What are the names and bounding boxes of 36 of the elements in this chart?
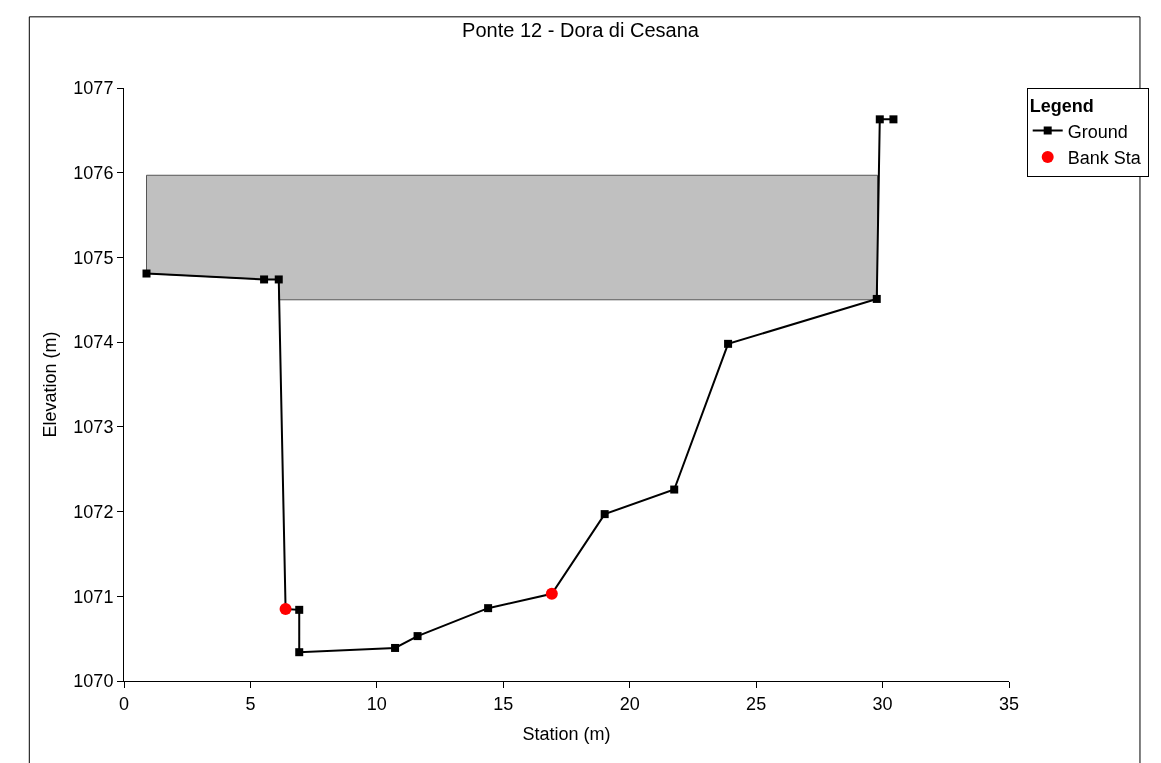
x-tick-label: 20 xyxy=(619,693,640,714)
chart-title: Ponte 12 - Dora di Cesana xyxy=(462,18,700,41)
point xyxy=(260,275,269,284)
x-tick-label: 25 xyxy=(746,693,767,714)
point xyxy=(600,510,609,519)
point xyxy=(670,485,679,494)
x-axis-title: Station (m) xyxy=(522,723,611,744)
y-tick-label: 1077 xyxy=(73,78,114,99)
legend-title: Legend xyxy=(1029,96,1094,117)
y-tick-label: 1070 xyxy=(73,671,114,692)
y-tick-label: 1074 xyxy=(73,332,114,353)
y-tick-label: 1073 xyxy=(73,417,114,438)
point xyxy=(724,339,733,348)
x-tick-label: 35 xyxy=(998,693,1020,714)
point xyxy=(875,115,884,124)
point xyxy=(413,632,422,641)
point xyxy=(872,294,881,303)
point xyxy=(295,648,304,657)
point xyxy=(484,604,493,613)
x-tick-label: 15 xyxy=(493,693,514,714)
legend-label: Ground xyxy=(1067,121,1128,142)
legend-label: Bank Sta xyxy=(1067,148,1142,169)
x-tick-label: 5 xyxy=(245,693,256,714)
point xyxy=(142,269,151,278)
point xyxy=(889,115,898,124)
y-axis-title: Elevation (m) xyxy=(39,331,60,438)
y-tick-label: 1072 xyxy=(73,501,114,522)
x-tick-label: 10 xyxy=(366,693,387,714)
point xyxy=(295,605,304,614)
y-tick-label: 1075 xyxy=(73,247,114,268)
y-tick-label: 1071 xyxy=(73,586,114,607)
point xyxy=(274,275,283,284)
x-tick-label: 0 xyxy=(118,693,130,714)
point xyxy=(391,643,400,652)
x-tick-label: 30 xyxy=(872,693,893,714)
y-tick-label: 1076 xyxy=(73,163,114,184)
